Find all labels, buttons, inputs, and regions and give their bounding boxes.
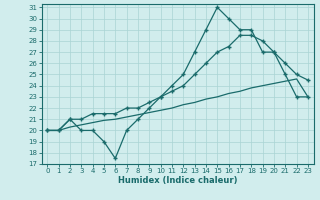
X-axis label: Humidex (Indice chaleur): Humidex (Indice chaleur) bbox=[118, 176, 237, 185]
